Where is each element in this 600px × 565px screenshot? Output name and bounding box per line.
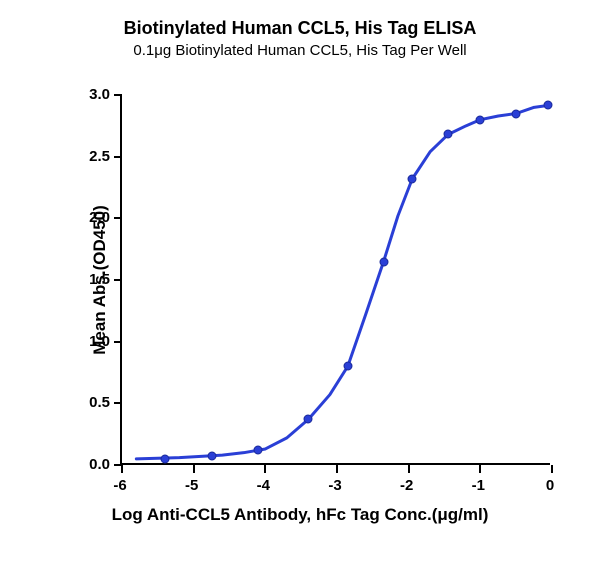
data-marker [343,362,352,371]
ytick-mark [114,341,122,343]
data-marker [408,174,417,183]
ytick-label: 1.5 [76,271,110,288]
data-marker [476,115,485,124]
ytick-label: 3.0 [76,86,110,103]
data-marker [304,415,313,424]
chart-title: Biotinylated Human CCL5, His Tag ELISA [0,18,600,39]
ytick-mark [114,279,122,281]
chart-line [122,95,552,465]
xtick-label: -3 [323,477,347,494]
data-marker [544,100,553,109]
ytick-label: 2.0 [76,209,110,226]
xtick-label: -1 [466,477,490,494]
x-axis-label: Log Anti-CCL5 Antibody, hFc Tag Conc.(μg… [0,505,600,525]
xtick-mark [121,465,123,473]
xtick-label: -6 [108,477,132,494]
xtick-mark [408,465,410,473]
xtick-mark [264,465,266,473]
ytick-label: 1.0 [76,333,110,350]
data-marker [444,130,453,139]
xtick-mark [551,465,553,473]
data-marker [207,452,216,461]
ytick-mark [114,94,122,96]
ytick-mark [114,217,122,219]
xtick-mark [479,465,481,473]
xtick-label: -2 [395,477,419,494]
chart-subtitle: 0.1μg Biotinylated Human CCL5, His Tag P… [0,42,600,59]
xtick-label: -5 [180,477,204,494]
xtick-mark [336,465,338,473]
ytick-label: 0.5 [76,394,110,411]
data-marker [512,109,521,118]
ytick-mark [114,156,122,158]
data-marker [161,454,170,463]
ytick-label: 0.0 [76,456,110,473]
data-marker [254,446,263,455]
ytick-mark [114,402,122,404]
xtick-label: 0 [538,477,562,494]
xtick-label: -4 [251,477,275,494]
ytick-label: 2.5 [76,148,110,165]
xtick-mark [193,465,195,473]
data-marker [379,257,388,266]
plot-area [120,95,550,465]
